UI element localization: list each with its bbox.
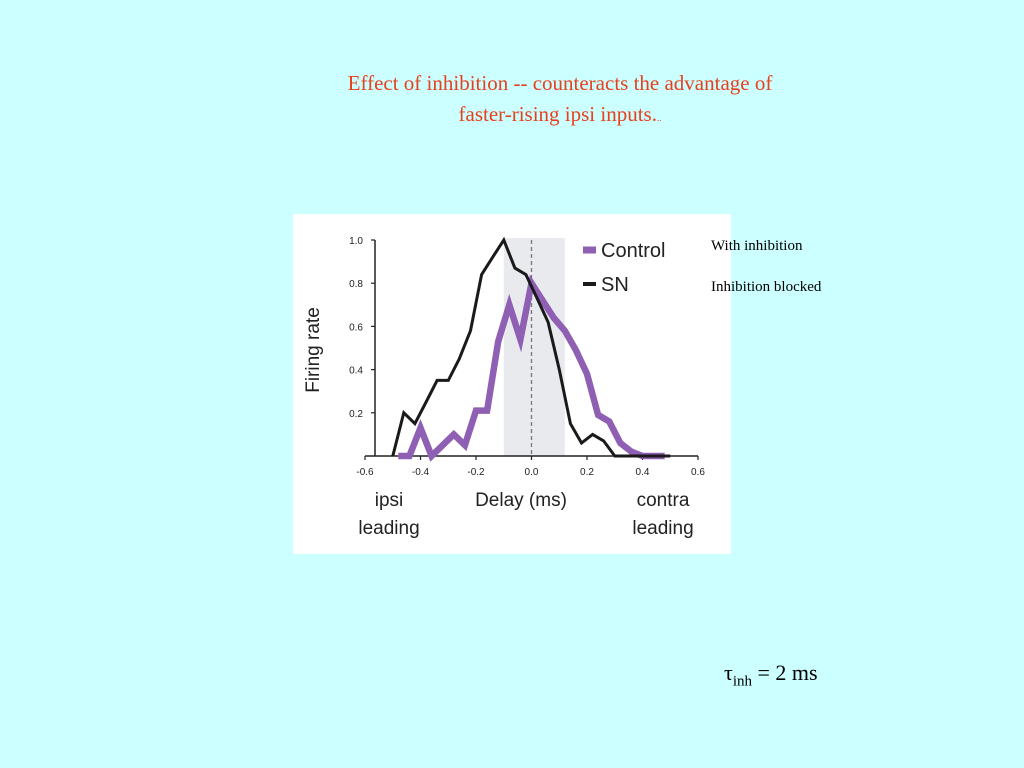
x-tick-label: -0.4 [412, 467, 430, 478]
title-line-1: Effect of inhibition -- counteracts the … [347, 71, 773, 95]
tau-formula: τinh = 2 ms [724, 660, 818, 690]
y-tick-label: 0.2 [349, 409, 363, 420]
x-label-right-2: leading [632, 518, 693, 539]
x-tick-label: 0.0 [525, 467, 539, 478]
legend-label-control: Control [601, 240, 665, 262]
x-axis-label: Delay (ms) [475, 490, 567, 511]
tau-symbol: τ [724, 660, 733, 685]
x-label-left-1: ipsi [375, 490, 404, 511]
title-mark: .. [656, 113, 662, 123]
x-tick-label: -0.6 [356, 467, 374, 478]
title-line-2: faster-rising ipsi inputs... [240, 99, 880, 134]
y-tick-label: 0.6 [349, 322, 363, 333]
x-label-right-1: contra [637, 490, 690, 511]
note-inhibition-blocked: Inhibition blocked [711, 279, 822, 295]
series-line-sn [391, 236, 671, 458]
note-with-inhibition: With inhibition [711, 238, 803, 254]
y-tick-label: 0.8 [349, 279, 363, 290]
y-tick-label: 0.4 [349, 366, 363, 377]
x-tick-label: -0.2 [467, 467, 485, 478]
chart-svg: -0.6 -0.4 -0.2 0.0 0.2 0.4 0.60.20.40.60.81.0 … [303, 236, 705, 539]
x-tick-label: 0.2 [580, 467, 594, 478]
x-tick-label: 0.6 [691, 467, 705, 478]
firing-rate-chart: -0.6 -0.4 -0.2 0.0 0.2 0.4 0.6 0.2 0.4 0.6 0.8 1.0 … [293, 214, 731, 554]
tau-subscript: inh [732, 673, 753, 690]
shaded-region [503, 238, 565, 456]
legend-label-sn: SN [601, 274, 629, 296]
title-line-2-text: faster-rising ipsi inputs. [458, 102, 657, 126]
y-axis-label: Firing rate [303, 307, 324, 393]
x-tick-label: 0.4 [636, 467, 650, 478]
slide-title: Effect of inhibition -- counteracts the … [240, 68, 880, 134]
x-label-left-2: leading [358, 518, 419, 539]
tau-value: = 2 ms [752, 660, 818, 685]
y-tick-label: 1.0 [349, 236, 363, 247]
